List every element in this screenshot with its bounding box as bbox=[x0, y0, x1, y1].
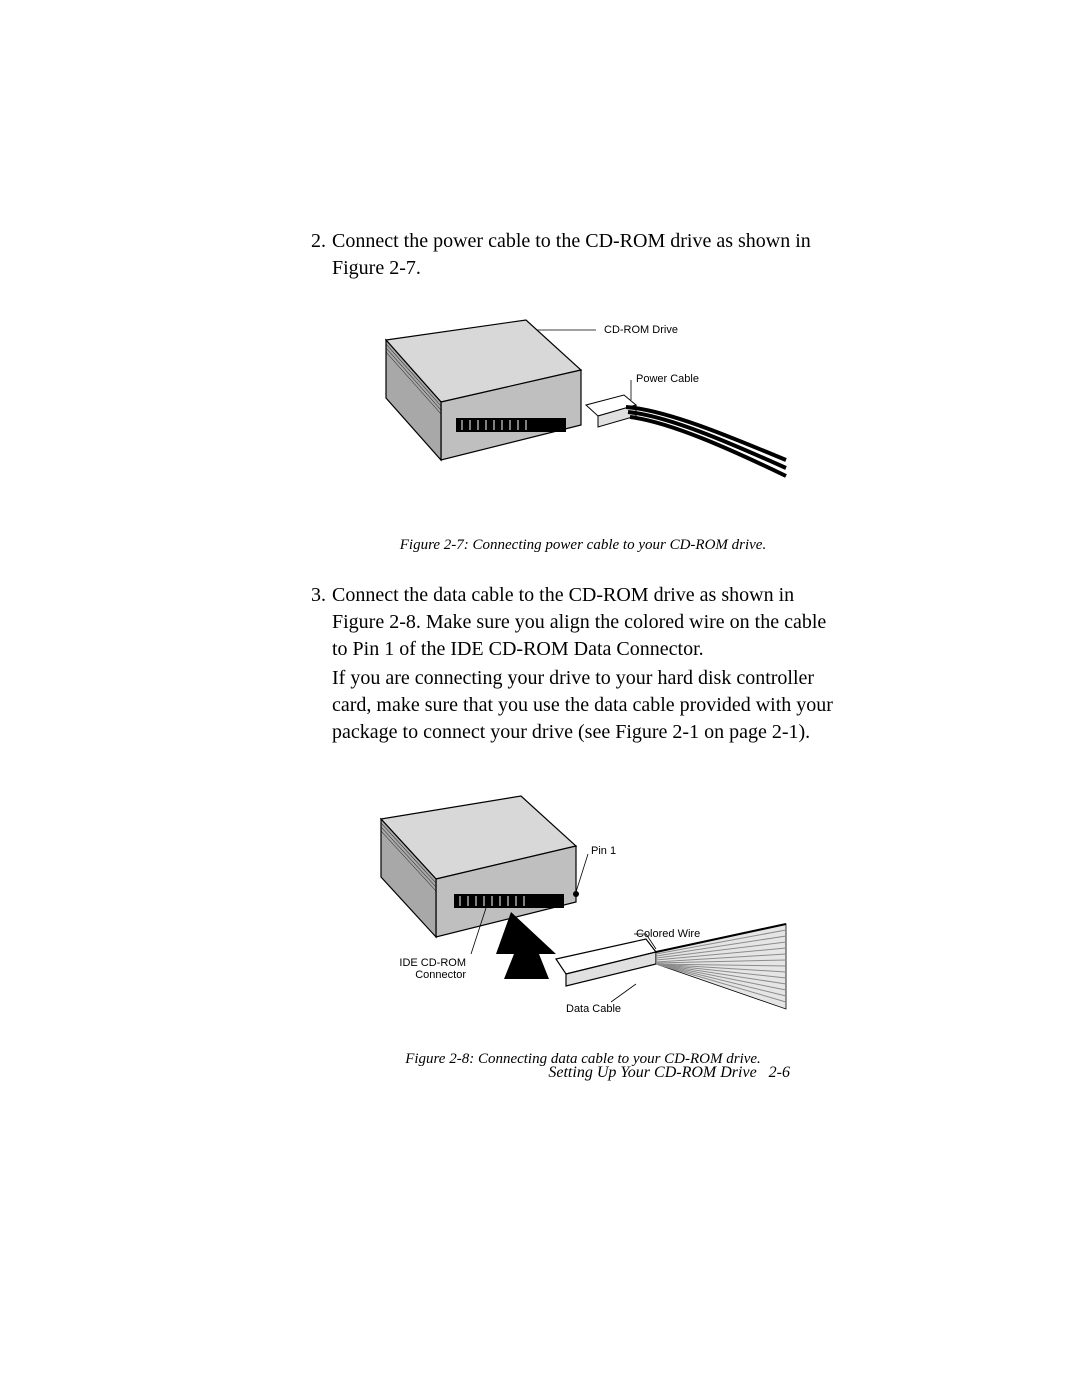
figure-2-7-diagram: CD-ROM Drive bbox=[326, 310, 826, 510]
step-2-text: Connect the power cable to the CD-ROM dr… bbox=[332, 230, 811, 279]
step-3-text-p2: If you are connecting your drive to your… bbox=[332, 665, 840, 746]
label-cdrom-drive: CD-ROM Drive bbox=[604, 324, 678, 336]
page-footer: Setting Up Your CD-ROM Drive 2-6 bbox=[548, 1064, 790, 1082]
figure-2-8: Pin 1 IDE CD-ROM Connector Colored Wire … bbox=[326, 784, 840, 1068]
label-ide-connector-line1: IDE CD-ROM bbox=[399, 957, 466, 969]
label-data-cable: Data Cable bbox=[566, 1003, 621, 1015]
step-3: 3. Connect the data cable to the CD-ROM … bbox=[300, 582, 840, 746]
step-2: 2. Connect the power cable to the CD-ROM… bbox=[300, 228, 840, 282]
label-pin1: Pin 1 bbox=[591, 845, 616, 857]
label-colored-wire: Colored Wire bbox=[636, 928, 700, 940]
step-2-body: Connect the power cable to the CD-ROM dr… bbox=[332, 228, 840, 282]
document-page: 2. Connect the power cable to the CD-ROM… bbox=[0, 0, 1080, 1397]
footer-title: Setting Up Your CD-ROM Drive bbox=[548, 1064, 756, 1081]
figure-2-7-caption: Figure 2-7: Connecting power cable to yo… bbox=[326, 537, 840, 554]
footer-page: 2-6 bbox=[769, 1064, 790, 1081]
step-3-text-p1: Connect the data cable to the CD-ROM dri… bbox=[332, 582, 840, 663]
step-3-number: 3. bbox=[300, 582, 332, 746]
main-content: 2. Connect the power cable to the CD-ROM… bbox=[300, 228, 840, 1096]
step-3-body: Connect the data cable to the CD-ROM dri… bbox=[332, 582, 840, 746]
figure-2-8-diagram: Pin 1 IDE CD-ROM Connector Colored Wire … bbox=[326, 784, 826, 1024]
label-ide-connector-line2: Connector bbox=[415, 969, 466, 981]
figure-2-7: CD-ROM Drive bbox=[326, 310, 840, 554]
step-2-number: 2. bbox=[300, 228, 332, 282]
label-power-cable: Power Cable bbox=[636, 373, 699, 385]
